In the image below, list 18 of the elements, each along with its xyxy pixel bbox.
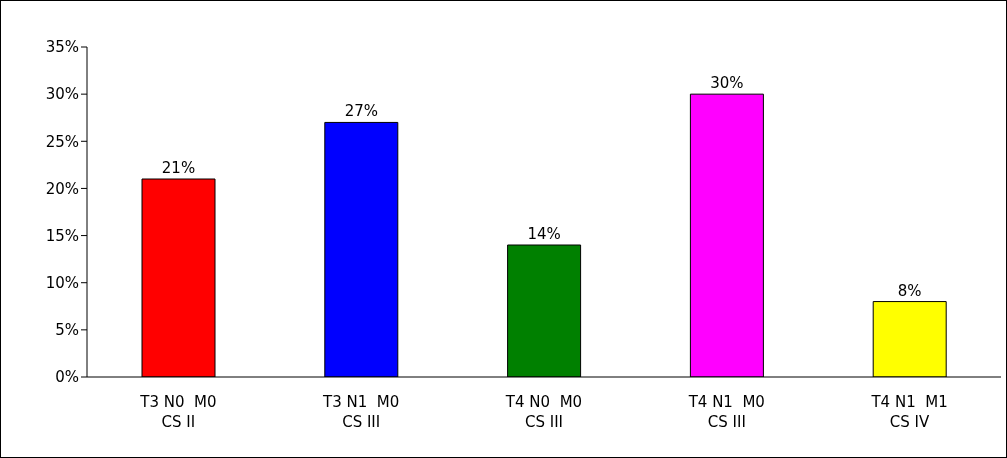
x-tick-label: T4 N0 M0 CS III xyxy=(504,393,583,431)
x-tick-label: T3 N1 M0 CS III xyxy=(322,393,400,431)
x-tick-label: T4 N1 M1 CS IV xyxy=(870,393,948,431)
x-tick-label: T4 N1 M0 CS III xyxy=(687,393,765,431)
data-label: 27% xyxy=(344,102,378,121)
data-label: 30% xyxy=(710,74,744,93)
y-tick-label: 15% xyxy=(45,226,79,245)
data-label: 14% xyxy=(527,225,561,243)
y-tick-label: 35% xyxy=(45,38,79,57)
y-tick-label: 30% xyxy=(45,85,79,104)
y-tick-label: 0% xyxy=(55,368,79,387)
data-label: 21% xyxy=(161,159,196,177)
y-tick-label: 5% xyxy=(55,321,79,340)
x-tick-label: T3 N0 M0 CS II xyxy=(139,393,217,431)
y-tick-label: 20% xyxy=(45,179,79,198)
data-label: 8% xyxy=(897,281,922,300)
y-tick-label: 25% xyxy=(45,132,79,151)
y-tick-label: 10% xyxy=(45,274,79,293)
